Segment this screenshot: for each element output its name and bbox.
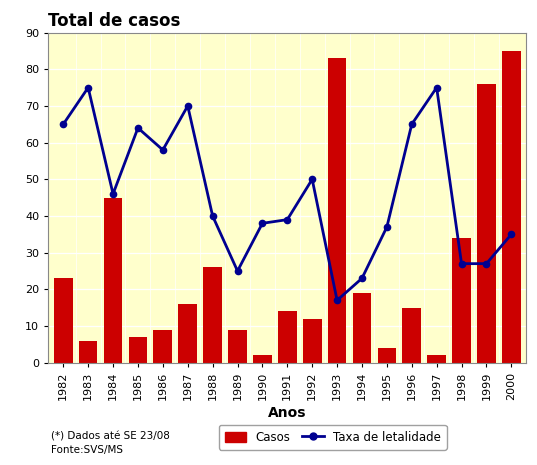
- Bar: [402, 308, 421, 363]
- Bar: [54, 279, 72, 363]
- Bar: [128, 337, 147, 363]
- Legend: Casos, Taxa de letalidade: Casos, Taxa de letalidade: [219, 425, 447, 450]
- Bar: [452, 238, 471, 363]
- Bar: [104, 198, 122, 363]
- Bar: [502, 51, 521, 363]
- Text: Fonte:SVS/MS: Fonte:SVS/MS: [51, 445, 123, 455]
- Bar: [378, 348, 396, 363]
- Bar: [178, 304, 197, 363]
- X-axis label: Anos: Anos: [268, 405, 307, 419]
- Bar: [253, 355, 272, 363]
- Bar: [228, 330, 247, 363]
- Bar: [328, 58, 346, 363]
- Bar: [79, 341, 98, 363]
- Bar: [427, 355, 446, 363]
- Bar: [303, 319, 322, 363]
- Bar: [204, 267, 222, 363]
- Bar: [154, 330, 172, 363]
- Bar: [278, 312, 296, 363]
- Bar: [353, 293, 371, 363]
- Text: (*) Dados até SE 23/08: (*) Dados até SE 23/08: [51, 432, 170, 441]
- Bar: [477, 84, 496, 363]
- Text: Total de casos: Total de casos: [48, 12, 181, 30]
